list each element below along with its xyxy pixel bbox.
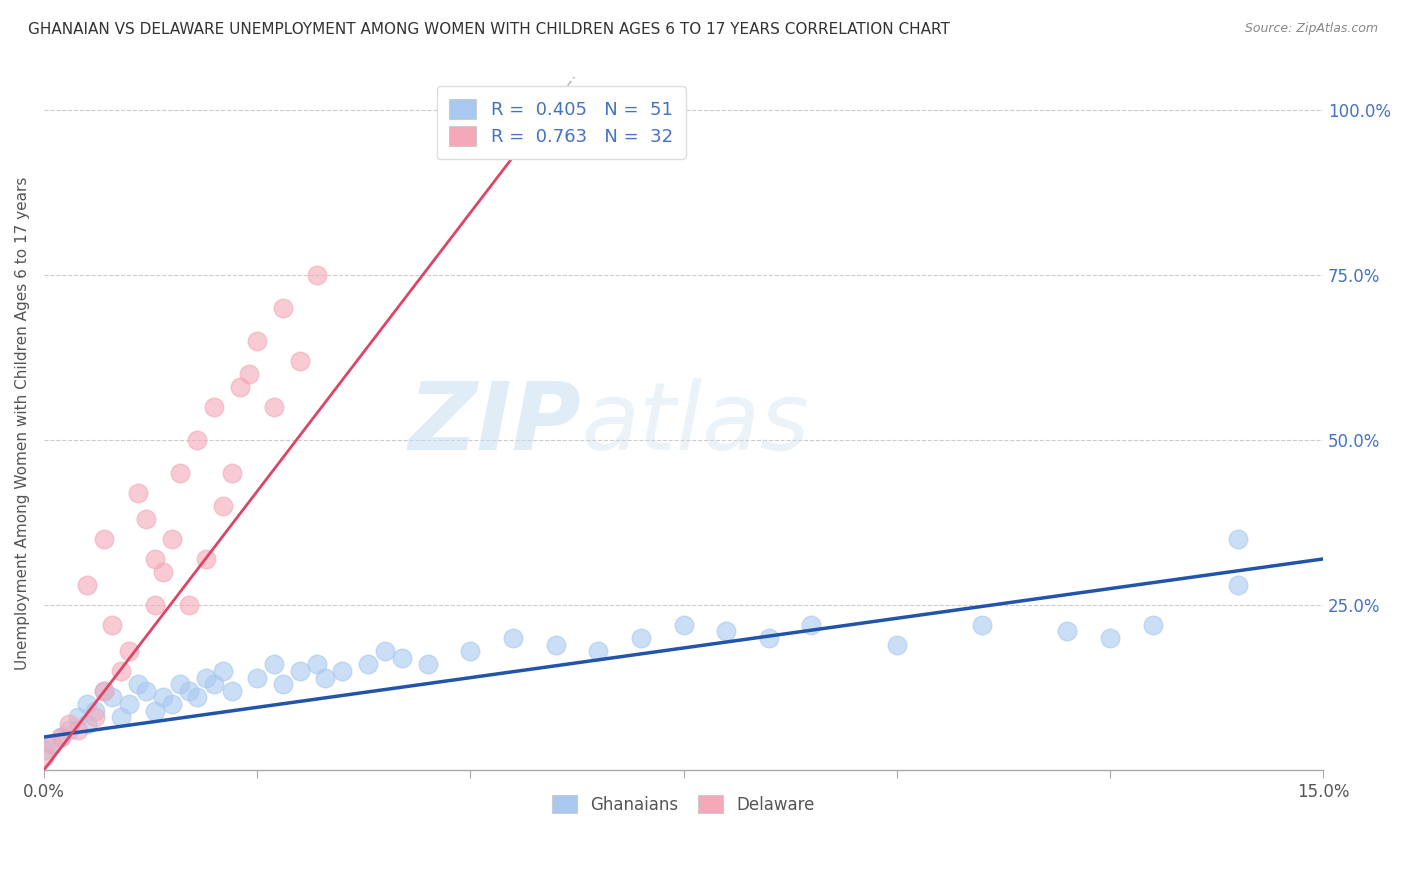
Point xyxy=(58,716,80,731)
Point xyxy=(416,657,439,672)
Point xyxy=(110,664,132,678)
Y-axis label: Unemployment Among Women with Children Ages 6 to 17 years: Unemployment Among Women with Children A… xyxy=(15,177,30,671)
Point xyxy=(672,618,695,632)
Point xyxy=(93,683,115,698)
Point xyxy=(263,401,285,415)
Point xyxy=(58,723,80,738)
Point xyxy=(800,618,823,632)
Point xyxy=(135,512,157,526)
Point xyxy=(1098,631,1121,645)
Point xyxy=(66,723,89,738)
Point xyxy=(758,631,780,645)
Point xyxy=(288,664,311,678)
Point xyxy=(1226,578,1249,592)
Point xyxy=(246,671,269,685)
Point xyxy=(970,618,993,632)
Point xyxy=(152,690,174,705)
Point xyxy=(118,644,141,658)
Point xyxy=(32,749,55,764)
Point xyxy=(41,737,63,751)
Point xyxy=(186,690,208,705)
Point xyxy=(544,638,567,652)
Text: GHANAIAN VS DELAWARE UNEMPLOYMENT AMONG WOMEN WITH CHILDREN AGES 6 TO 17 YEARS C: GHANAIAN VS DELAWARE UNEMPLOYMENT AMONG … xyxy=(28,22,950,37)
Point xyxy=(76,578,98,592)
Point xyxy=(204,401,226,415)
Point xyxy=(110,710,132,724)
Point xyxy=(288,354,311,368)
Point xyxy=(101,618,124,632)
Point xyxy=(1142,618,1164,632)
Point xyxy=(41,737,63,751)
Point xyxy=(502,631,524,645)
Point xyxy=(93,683,115,698)
Point xyxy=(886,638,908,652)
Point xyxy=(374,644,396,658)
Point xyxy=(212,499,235,513)
Point xyxy=(204,677,226,691)
Point xyxy=(229,380,252,394)
Text: ZIP: ZIP xyxy=(408,377,581,470)
Point xyxy=(263,657,285,672)
Legend: Ghanaians, Delaware: Ghanaians, Delaware xyxy=(541,785,825,824)
Point xyxy=(49,730,72,744)
Text: atlas: atlas xyxy=(581,378,810,469)
Point xyxy=(49,730,72,744)
Point xyxy=(305,268,328,283)
Point xyxy=(221,466,243,480)
Point xyxy=(630,631,652,645)
Point xyxy=(76,697,98,711)
Point xyxy=(271,677,294,691)
Point xyxy=(152,565,174,579)
Point xyxy=(169,466,191,480)
Point xyxy=(127,677,149,691)
Point xyxy=(32,743,55,757)
Point xyxy=(118,697,141,711)
Point xyxy=(143,552,166,566)
Point xyxy=(458,644,481,658)
Point xyxy=(714,624,737,639)
Point xyxy=(135,683,157,698)
Point xyxy=(84,704,107,718)
Point xyxy=(93,532,115,546)
Point xyxy=(586,644,609,658)
Point xyxy=(143,598,166,612)
Point xyxy=(169,677,191,691)
Point xyxy=(332,664,354,678)
Point xyxy=(271,301,294,316)
Point xyxy=(160,697,183,711)
Text: Source: ZipAtlas.com: Source: ZipAtlas.com xyxy=(1244,22,1378,36)
Point xyxy=(101,690,124,705)
Point xyxy=(314,671,336,685)
Point xyxy=(160,532,183,546)
Point xyxy=(391,651,413,665)
Point xyxy=(357,657,380,672)
Point xyxy=(177,683,200,698)
Point xyxy=(246,334,269,349)
Point xyxy=(1226,532,1249,546)
Point xyxy=(212,664,235,678)
Point xyxy=(221,683,243,698)
Point xyxy=(143,704,166,718)
Point xyxy=(186,434,208,448)
Point xyxy=(177,598,200,612)
Point xyxy=(66,710,89,724)
Point xyxy=(238,368,260,382)
Point xyxy=(127,486,149,500)
Point xyxy=(76,716,98,731)
Point xyxy=(194,552,217,566)
Point xyxy=(84,710,107,724)
Point xyxy=(194,671,217,685)
Point xyxy=(305,657,328,672)
Point xyxy=(1056,624,1078,639)
